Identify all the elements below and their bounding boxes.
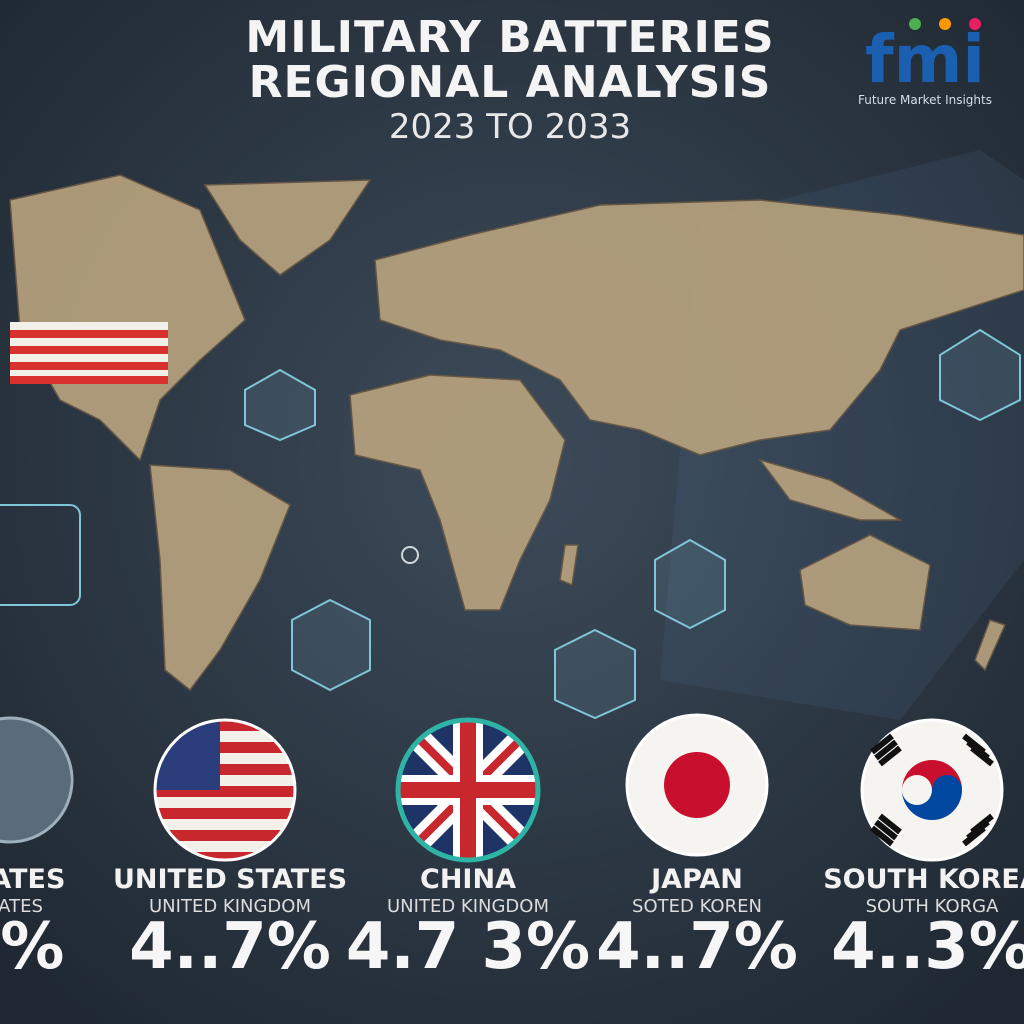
logo-dot: [939, 18, 951, 30]
title-line1: MILITARY BATTERIES: [245, 12, 774, 63]
card-sublabel: SOTED KOREN: [632, 896, 762, 917]
flag-ring: [0, 716, 74, 844]
logo-text: Future Market Insights: [858, 93, 992, 107]
logo-dot: [969, 18, 981, 30]
title-line2: REGIONAL ANALYSIS: [249, 57, 772, 108]
us-flag-overlay: [10, 322, 168, 384]
flag-us: [155, 720, 295, 860]
flag-korea: [860, 718, 1004, 862]
card-value: 4.7 3%: [346, 910, 590, 984]
card-label: CHINA: [420, 864, 516, 895]
card-value: 4..3%: [831, 910, 1024, 984]
flag-ring: [153, 718, 297, 862]
flag-ring: [395, 717, 541, 863]
card-sublabel: SOUTH KORGA: [866, 896, 999, 917]
flag-japan: [625, 713, 769, 857]
card-label: SOUTH KOREA: [823, 864, 1024, 895]
card-value: 3%: [0, 910, 64, 984]
card-label: JAPAN: [649, 864, 743, 895]
world-map: [9, 174, 1024, 692]
logo-dot: [909, 18, 921, 30]
card-label: UNITED STATES: [113, 864, 347, 895]
subtitle: 2023 TO 2033: [389, 107, 631, 147]
card-label: STATES: [0, 864, 65, 895]
card-value: 4..7%: [596, 910, 798, 984]
card-value: 4..7%: [129, 910, 331, 984]
flag-uk: [398, 720, 538, 860]
card-sublabel: UNITED KINGDOM: [387, 896, 549, 917]
card-sublabel: STATES: [0, 896, 43, 917]
card-sublabel: UNITED KINGDOM: [149, 896, 311, 917]
icons: [0, 328, 1021, 720]
logo-mark: fmi: [865, 21, 985, 98]
